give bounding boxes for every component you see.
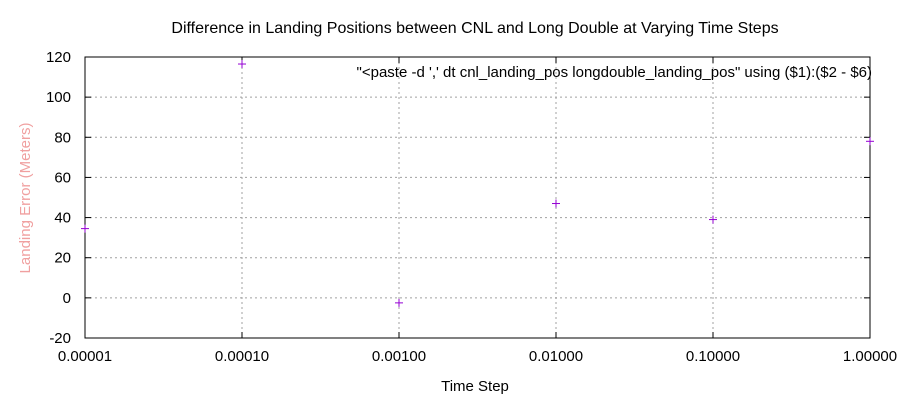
plot-border (84, 56, 871, 339)
x-axis-ticks: 0.00001 0.00010 0.00100 0.01000 0.10000 1.000… (58, 57, 897, 365)
y-tick-label: 40 (54, 210, 71, 227)
y-tick-label: -20 (49, 330, 71, 347)
y-axis-label: Landing Error (Meters) (17, 123, 34, 274)
x-tick-label: 0.00100 (372, 348, 426, 365)
y-tick-label: 80 (54, 129, 71, 146)
y-tick-label: 120 (46, 49, 71, 66)
x-tick-label: 0.00001 (58, 348, 112, 365)
legend: "<paste -d ',' dt cnl_landing_pos longdo… (357, 64, 872, 81)
chart-title: Difference in Landing Positions between … (171, 20, 778, 37)
data-point (395, 298, 403, 307)
legend-series-label: "<paste -d ',' dt cnl_landing_pos longdo… (357, 64, 872, 81)
data-point (81, 224, 89, 233)
data-point (238, 60, 246, 69)
x-tick-label: 1.00000 (843, 348, 897, 365)
y-tick-label: 0 (63, 290, 71, 307)
x-tick-label: 0.00010 (215, 348, 269, 365)
y-tick-label: 20 (54, 250, 71, 267)
y-axis-ticks: -20 0 20 40 60 80 100 120 (46, 49, 870, 347)
data-point (552, 199, 560, 208)
x-axis-label: Time Step (441, 378, 509, 395)
data-point (866, 137, 874, 146)
y-tick-label: 60 (54, 169, 71, 186)
x-tick-label: 0.01000 (529, 348, 583, 365)
x-tick-label: 0.10000 (686, 348, 740, 365)
grid-lines (85, 57, 870, 338)
y-tick-label: 100 (46, 89, 71, 106)
data-points (81, 60, 874, 307)
data-point (709, 215, 717, 224)
